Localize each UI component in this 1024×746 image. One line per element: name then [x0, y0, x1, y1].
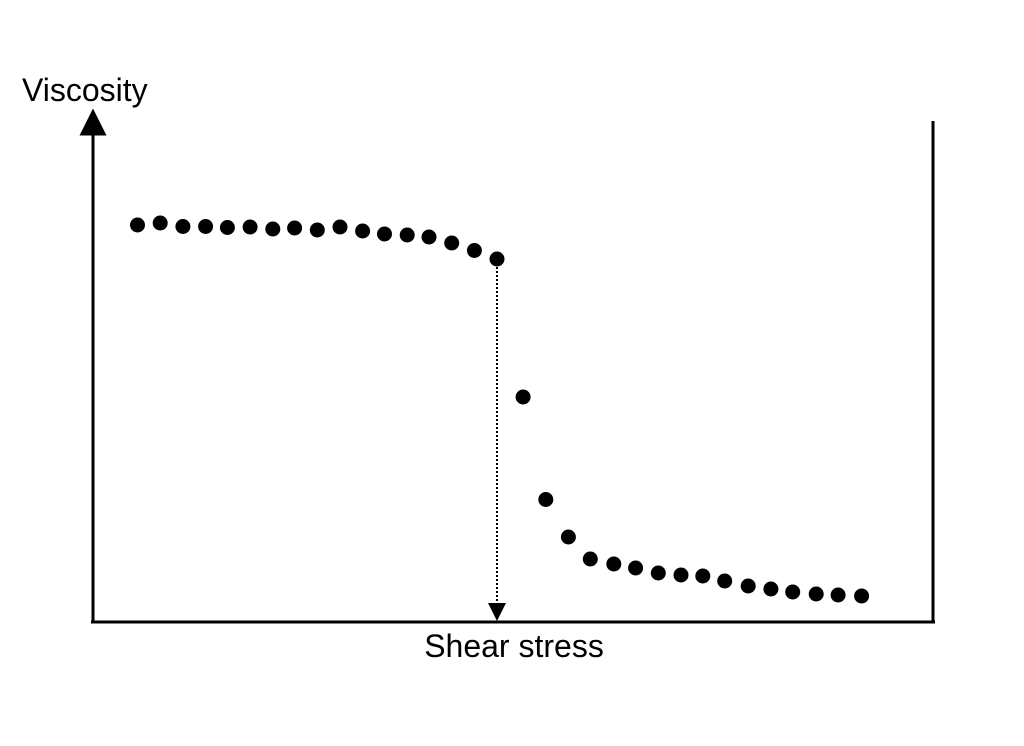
data-point [219, 220, 235, 235]
data-point [560, 529, 576, 545]
data-point [466, 243, 482, 258]
data-point [695, 568, 711, 584]
data-point [175, 219, 191, 234]
data-point [830, 587, 846, 603]
data-point [538, 492, 554, 507]
data-point [242, 219, 258, 235]
data-point [377, 226, 392, 242]
data-point [489, 251, 505, 267]
data-point [198, 219, 214, 234]
data-point [606, 556, 622, 572]
x-axis-label: Shear stress [424, 628, 604, 664]
data-point [808, 586, 824, 602]
data-point [287, 220, 303, 236]
data-point [673, 567, 689, 583]
axes [79, 108, 935, 624]
data-point [332, 219, 348, 235]
data-point [399, 227, 415, 243]
data-point [582, 551, 598, 567]
data-point [265, 221, 281, 237]
data-point [628, 560, 644, 576]
data-point [785, 584, 801, 600]
data-point [515, 389, 531, 405]
data-point [854, 588, 870, 604]
y-axis-label: Viscosity [22, 72, 148, 108]
data-point [444, 235, 460, 251]
data-points [130, 215, 870, 604]
data-point [130, 217, 145, 233]
data-point [740, 578, 756, 594]
data-point [355, 223, 371, 239]
data-point [309, 222, 325, 238]
data-point [763, 581, 779, 597]
data-point [717, 573, 733, 589]
data-point [421, 229, 437, 245]
data-point [152, 215, 168, 231]
data-point [650, 565, 666, 581]
